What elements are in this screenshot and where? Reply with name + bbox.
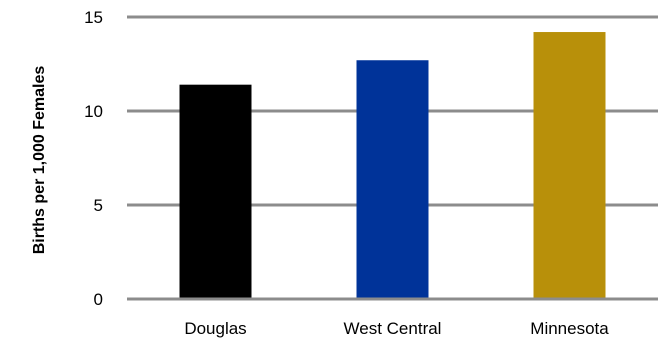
bars: [127, 32, 658, 301]
x-category-label: Douglas: [184, 319, 246, 338]
x-axis-categories: Douglas West Central Minnesota: [184, 319, 609, 338]
bar-douglas: [179, 84, 252, 300]
y-axis-ticks: 0 5 10 15: [84, 8, 103, 309]
x-category-label: West Central: [344, 319, 442, 338]
y-tick-label: 0: [94, 290, 103, 309]
y-tick-label: 10: [84, 102, 103, 121]
y-axis-title: Births per 1,000 Females: [31, 66, 48, 255]
bar-west-central: [356, 60, 429, 299]
y-tick-label: 15: [84, 8, 103, 27]
x-category-label: Minnesota: [530, 319, 609, 338]
y-tick-label: 5: [94, 196, 103, 215]
bar-minnesota: [533, 32, 606, 299]
